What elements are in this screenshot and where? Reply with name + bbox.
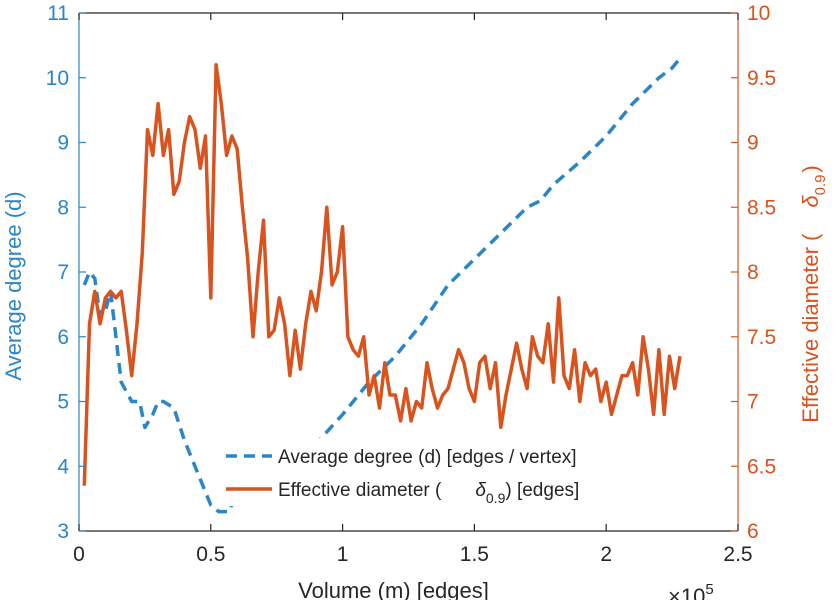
legend-label-effective-diameter-symbol: δ xyxy=(475,480,486,501)
y-right-tick-label: 10 xyxy=(747,2,770,25)
y-axis-right-title-suffix: ) xyxy=(798,165,823,172)
x-axis-exponent: ×105 xyxy=(668,581,714,600)
y-left-tick-label: 7 xyxy=(57,261,69,284)
y-axis-right-title: Effective diameter ( δ0.9) xyxy=(798,165,829,423)
legend-label-effective-diameter: Effective diameter ( δ0.9) [edges] xyxy=(278,480,579,506)
legend-background xyxy=(222,438,666,506)
axes-layer: 0 0.5 1 1.5 2 2.5 3 4 5 6 7 8 9 10 11 6 6.5 7 7.5 8 8.5 9 9.5 1… xyxy=(46,2,777,566)
y-right-tick-label: 9 xyxy=(747,132,759,155)
legend-label-effective-diameter-suffix: ) [edges] xyxy=(505,480,579,501)
legend: Average degree (d) [edges / vertex] Effe… xyxy=(222,438,666,506)
y-left-tick-label: 6 xyxy=(57,326,69,349)
y-left-tick-label: 5 xyxy=(57,391,69,414)
x-tick-label: 1 xyxy=(337,543,349,566)
x-axis-exponent-base: ×10 xyxy=(668,584,705,600)
y-left-tick-label: 11 xyxy=(47,2,69,25)
y-right-tick-label: 7 xyxy=(747,391,759,414)
y-axis-right-title-prefix: Effective diameter ( xyxy=(798,233,823,423)
y-left-tick-label: 3 xyxy=(57,520,69,543)
x-tick-label: 0 xyxy=(73,543,85,566)
x-axis-title: Volume (m) [edges] xyxy=(298,578,489,600)
x-tick-label: 0.5 xyxy=(196,543,225,566)
y-left-tick-label: 4 xyxy=(57,455,69,478)
legend-label-effective-diameter-prefix: Effective diameter ( xyxy=(278,480,442,501)
x-axis-exponent-power: 5 xyxy=(705,581,713,598)
y-axis-right-title-sub: 0.9 xyxy=(812,175,829,196)
y-left-tick-label: 9 xyxy=(57,132,69,155)
legend-label-average-degree: Average degree (d) [edges / vertex] xyxy=(278,447,577,468)
y-axis-left-title: Average degree (d) xyxy=(1,191,26,380)
x-tick-label: 2.5 xyxy=(723,543,752,566)
y-right-tick-label: 6.5 xyxy=(747,455,776,478)
y-right-tick-label: 8 xyxy=(747,261,759,284)
y-axis-right-title-symbol: δ xyxy=(798,195,823,208)
y-right-tick-label: 9.5 xyxy=(747,67,776,90)
y-left-tick-label: 8 xyxy=(57,196,69,219)
y-right-tick-label: 6 xyxy=(747,520,759,543)
x-tick-label: 1.5 xyxy=(460,543,489,566)
y-right-tick-label: 8.5 xyxy=(747,196,776,219)
legend-label-effective-diameter-sub: 0.9 xyxy=(486,490,506,506)
series-line-effective-diameter xyxy=(82,63,682,486)
y-left-tick-label: 10 xyxy=(46,67,69,90)
x-tick-label: 2 xyxy=(600,543,612,566)
y-right-tick-label: 7.5 xyxy=(747,326,776,349)
